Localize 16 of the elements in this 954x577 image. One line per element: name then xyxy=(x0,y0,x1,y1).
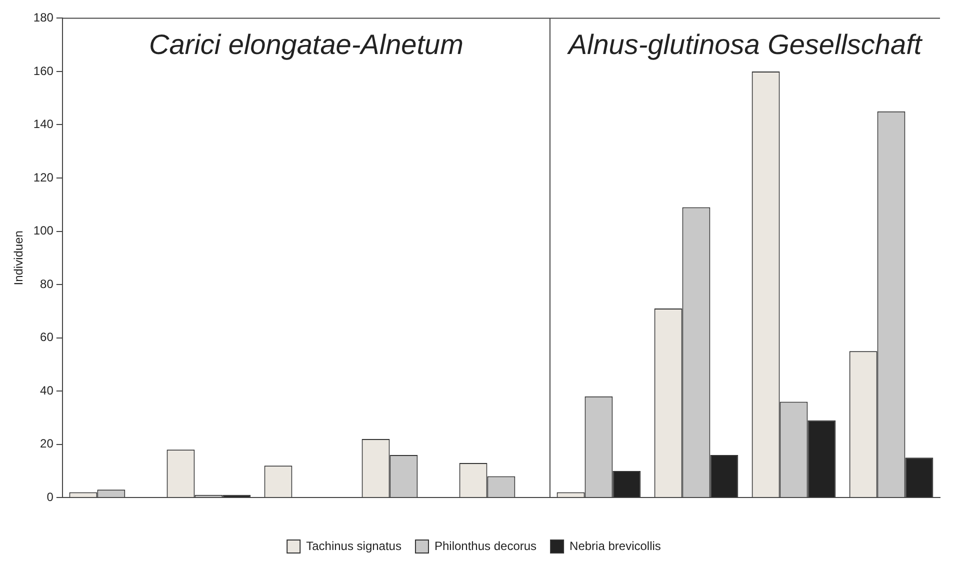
legend-label: Nebria brevicollis xyxy=(570,538,661,553)
y-tick-label: 100 xyxy=(33,224,54,238)
y-tick-label: 120 xyxy=(33,170,54,184)
y-tick-label: 180 xyxy=(33,10,54,25)
legend-label: Tachinus signatus xyxy=(306,538,402,553)
y-tick-label: 60 xyxy=(40,330,54,344)
y-tick-label: 80 xyxy=(40,276,54,291)
annotation: Alnus-glutinosa Gesellschaft xyxy=(566,28,923,60)
y-tick-label: 0 xyxy=(46,490,54,504)
y-tick-label: 160 xyxy=(33,64,54,78)
y-tick-label: 20 xyxy=(40,436,54,451)
legend-label: Philonthus decorus xyxy=(434,538,537,553)
annotation: Carici elongatae-Alnetum xyxy=(149,28,464,60)
y-tick-label: 40 xyxy=(40,383,54,398)
y-tick-label: 140 xyxy=(33,117,54,132)
y-axis-title: Individuen xyxy=(12,230,26,286)
